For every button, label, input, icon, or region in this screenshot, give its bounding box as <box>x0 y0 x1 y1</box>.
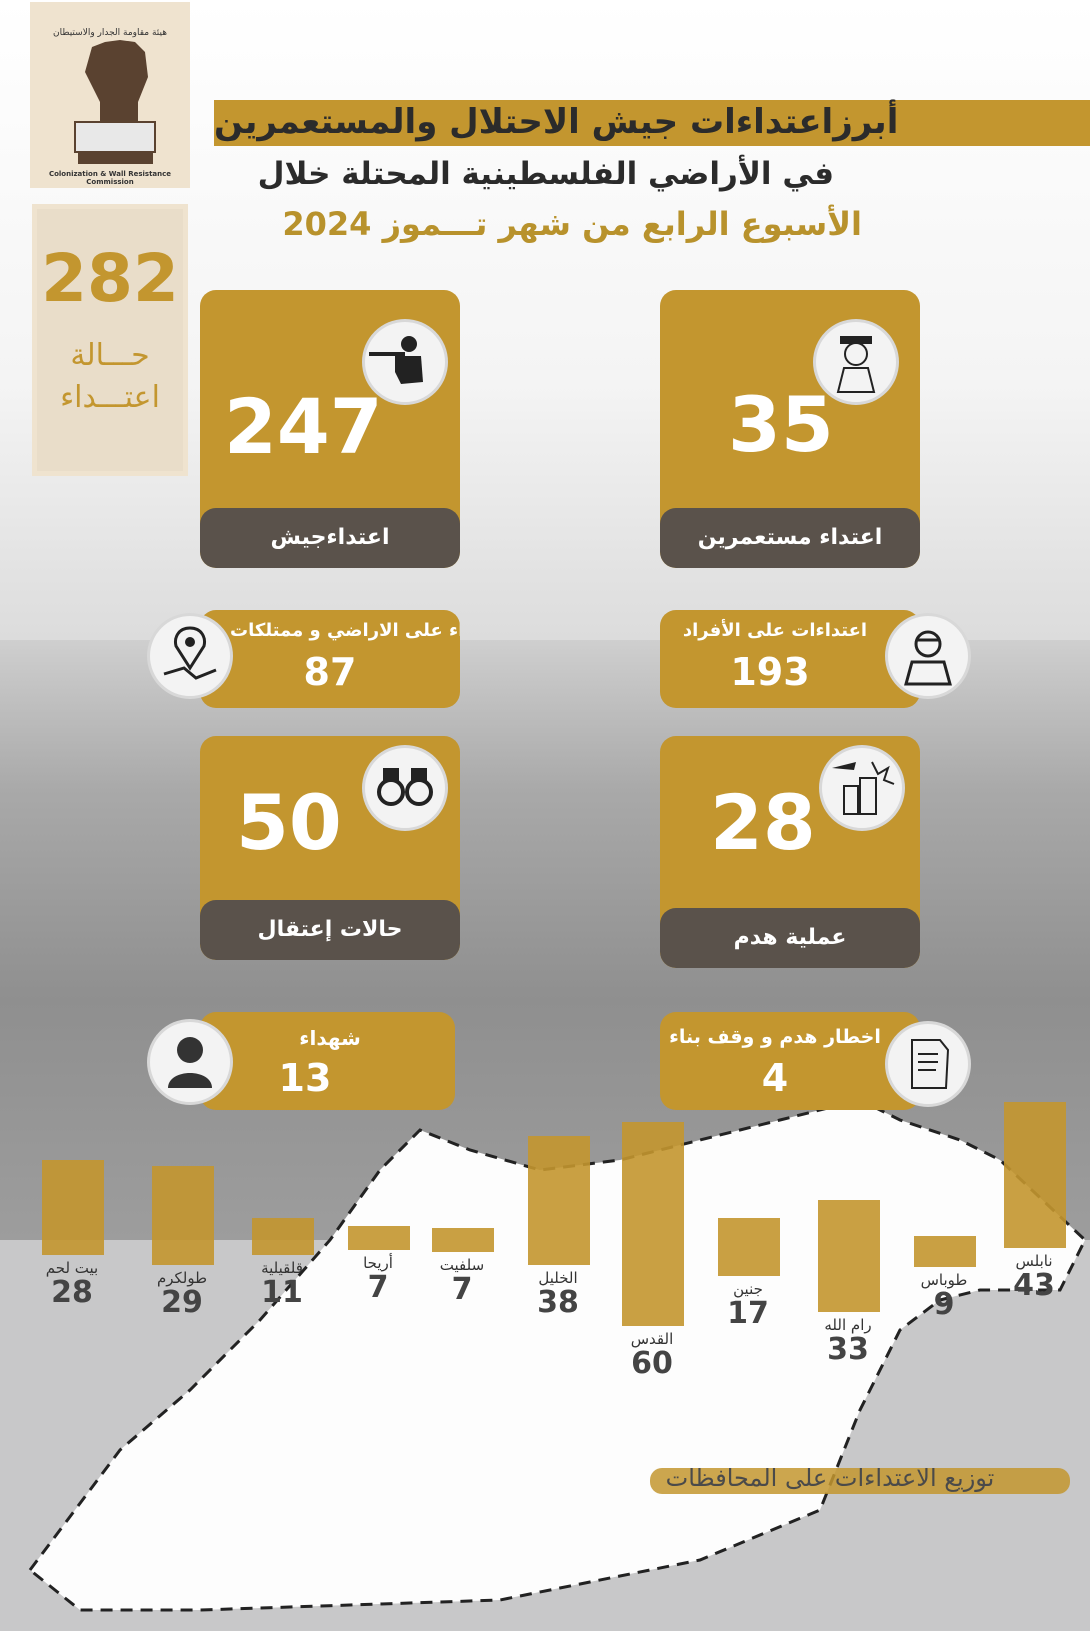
bar-1 <box>152 1166 214 1265</box>
bar-5 <box>528 1136 590 1266</box>
soldier-icon <box>365 322 445 402</box>
bar-label-3: أريحا <box>363 1253 393 1272</box>
card-martyrs: شهداء 13 <box>200 1012 455 1110</box>
fist-logo-icon <box>74 40 156 164</box>
bar-value-8: 33 <box>827 1332 869 1368</box>
bar-value-6: 60 <box>631 1346 673 1381</box>
demolition-value: 28 <box>710 778 816 867</box>
bar-value-5: 38 <box>537 1285 579 1321</box>
total-label-1: حـــالة <box>70 338 150 373</box>
title-bar <box>214 100 1090 146</box>
demolition-label: عملية هدم <box>660 908 920 968</box>
bar-6 <box>622 1122 684 1326</box>
land-label: اعتداء على الاراضي و ممتلكات <box>230 620 460 641</box>
person-icon <box>150 1022 230 1102</box>
martyrs-value: 13 <box>278 1056 332 1100</box>
logo-arabic: هيئة مقاومة الجدار والاستيطان <box>52 28 167 38</box>
handcuffs-icon <box>365 748 445 828</box>
bar-value-0: 28 <box>51 1275 93 1311</box>
arrests-label: حالات إعتقال <box>200 900 460 960</box>
notices-label: اخطار هدم و وقف بناء <box>669 1026 881 1048</box>
bar-9 <box>914 1236 976 1267</box>
bar-value-9: 9 <box>933 1286 955 1322</box>
bar-value-1: 29 <box>161 1284 203 1320</box>
document-icon <box>888 1024 968 1104</box>
bar-7 <box>718 1218 780 1276</box>
bar-value-4: 7 <box>451 1271 473 1307</box>
card-notices: اخطار هدم و وقف بناء 4 <box>660 1012 920 1110</box>
settlers-value: 35 <box>728 380 834 469</box>
bar-8 <box>818 1200 880 1313</box>
bar-label-5: الخليل <box>538 1269 578 1288</box>
injured-person-icon <box>888 616 968 696</box>
bar-10 <box>1004 1102 1066 1249</box>
settler-icon <box>816 322 896 402</box>
bar-label-6: القدس <box>630 1330 674 1348</box>
bar-4 <box>432 1228 494 1252</box>
settlers-label: اعتداء مستعمرين <box>660 508 920 568</box>
demolition-icon <box>822 748 902 828</box>
bar-label-0: بيت لحم <box>45 1259 99 1278</box>
page-subtitle: في الأراضي الفلسطينية المحتلة خلال <box>257 156 834 192</box>
chart-title-bar <box>650 1468 1070 1494</box>
total-value: 282 <box>41 240 179 317</box>
land-value: 87 <box>303 650 357 694</box>
arrests-value: 50 <box>236 778 342 867</box>
page-title: أبرزاعتداءات جيش الاحتلال والمستعمرين <box>214 102 899 142</box>
bar-label-8: رام الله <box>824 1316 872 1335</box>
individuals-label: اعتداءات على الأفراد <box>682 620 868 641</box>
bar-label-10: نابلس <box>1015 1252 1053 1271</box>
bar-2 <box>252 1218 314 1256</box>
martyrs-label: شهداء <box>299 1026 361 1050</box>
bar-0 <box>42 1160 104 1256</box>
bar-3 <box>348 1226 410 1250</box>
total-label-2: اعتـــداء <box>60 380 160 415</box>
bar-label-2: قلقيلية <box>261 1259 303 1278</box>
logo: Colonization & Wall Resistance Commissio… <box>30 2 190 188</box>
bar-value-3: 7 <box>367 1269 389 1305</box>
card-arrests: 50 حالات إعتقال <box>200 736 460 960</box>
army-label: اعتداءجيش <box>200 508 460 568</box>
bar-label-4: سلفيت <box>439 1255 485 1274</box>
bar-label-9: طوباس <box>920 1270 968 1289</box>
bar-label-7: جنين <box>733 1279 763 1298</box>
chart-title: توزيع الاعتداءات على المحافظات <box>665 1464 995 1492</box>
card-settlers: 35 اعتداء مستعمرين <box>660 290 920 568</box>
individuals-value: 193 <box>730 650 810 694</box>
notices-value: 4 <box>761 1056 789 1100</box>
bar-label-1: طولكرم <box>156 1268 208 1287</box>
army-value: 247 <box>224 382 383 471</box>
card-individuals: اعتداءات على الأفراد 193 <box>660 610 920 708</box>
total-box <box>32 204 188 476</box>
bar-value-7: 17 <box>727 1295 769 1331</box>
card-land: اعتداء على الاراضي و ممتلكات 87 <box>200 610 460 708</box>
bar-value-10: 43 <box>1013 1268 1055 1304</box>
bar-value-2: 11 <box>261 1275 303 1311</box>
logo-caption: Colonization & Wall Resistance Commissio… <box>48 170 172 186</box>
page-period: الأسبوع الرابع من شهر تـــموز 2024 <box>282 205 862 243</box>
map-pin-icon <box>150 616 230 696</box>
